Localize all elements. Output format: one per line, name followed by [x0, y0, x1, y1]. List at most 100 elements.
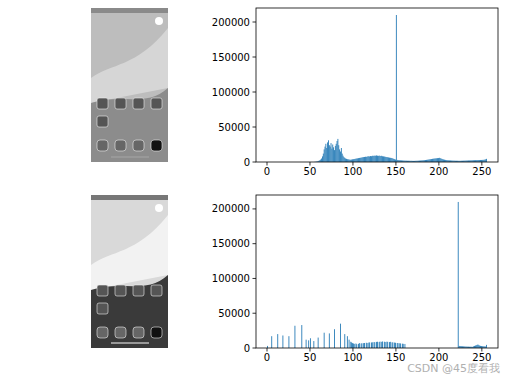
bar: [400, 343, 402, 348]
screen: [91, 8, 168, 162]
y-tick-label: 150000: [212, 52, 250, 63]
x-tick-label: 50: [304, 352, 317, 363]
bar: [271, 336, 273, 348]
status-bar: [91, 8, 168, 13]
bar: [377, 156, 379, 162]
bar: [372, 156, 374, 162]
y-tick: [253, 92, 257, 93]
bar: [345, 159, 347, 163]
bar: [355, 159, 357, 162]
widget: [155, 17, 163, 25]
y-tick-label: 50000: [218, 122, 250, 133]
bar: [387, 342, 389, 348]
bar: [389, 158, 391, 162]
bar: [382, 156, 384, 162]
bar: [383, 157, 385, 162]
bar: [396, 343, 398, 348]
bar: [386, 157, 388, 162]
bar: [337, 139, 339, 162]
y-tick-label: 200000: [212, 203, 250, 214]
bar: [301, 325, 303, 348]
x-tick: [395, 348, 396, 352]
dock-icon: [115, 140, 126, 151]
nav-bar: [111, 156, 149, 158]
bar: [442, 159, 444, 162]
y-tick-label: 100000: [212, 273, 250, 284]
bar: [360, 343, 362, 348]
bar: [362, 157, 364, 162]
app-icon: [151, 98, 162, 109]
page: 0501001502002500500001000001500002000000…: [0, 0, 506, 375]
bar: [358, 344, 360, 348]
app-icon: [115, 285, 126, 296]
y-tick-label: 150000: [212, 238, 250, 249]
bar: [317, 338, 319, 348]
dock-icon: [151, 327, 162, 338]
bar: [358, 158, 360, 162]
bar: [392, 159, 394, 163]
bar: [346, 336, 348, 348]
bar: [352, 159, 354, 162]
x-tick-label: 0: [264, 166, 270, 177]
bar: [374, 342, 376, 348]
app-icon: [151, 285, 162, 296]
widget: [155, 204, 163, 212]
bar: [344, 334, 346, 348]
x-tick: [352, 348, 353, 352]
bar: [437, 158, 439, 162]
bar: [352, 343, 354, 348]
x-tick-label: 100: [343, 166, 362, 177]
bar: [328, 333, 330, 348]
bar: [364, 157, 366, 162]
bar: [356, 159, 358, 163]
bar: [389, 342, 391, 348]
bar: [308, 340, 310, 348]
bar: [388, 157, 390, 162]
bar: [435, 158, 437, 162]
bar: [348, 340, 350, 348]
x-tick: [309, 162, 310, 166]
y-tick-label: 0: [244, 157, 250, 168]
bar: [370, 343, 372, 348]
bar: [282, 335, 284, 348]
bar: [344, 158, 346, 162]
bar: [328, 145, 330, 162]
bar: [475, 345, 477, 348]
bar: [369, 156, 371, 162]
bar: [353, 159, 355, 162]
x-tick: [309, 348, 310, 352]
bar: [384, 342, 386, 348]
bar: [365, 157, 367, 162]
bar: [383, 342, 385, 348]
bar: [374, 156, 376, 162]
bar: [381, 156, 383, 162]
bar: [373, 342, 375, 348]
app-icon: [97, 303, 108, 314]
x-tick-label: 0: [264, 352, 270, 363]
bar: [343, 157, 345, 162]
bar: [376, 342, 378, 348]
y-tick: [253, 127, 257, 128]
bar: [433, 159, 435, 162]
bar: [351, 342, 353, 348]
x-tick: [267, 348, 268, 352]
bar: [393, 159, 395, 162]
x-tick-label: 100: [343, 352, 362, 363]
bar: [356, 344, 358, 348]
bar: [341, 154, 343, 162]
bar: [397, 343, 399, 348]
x-tick: [438, 348, 439, 352]
bar: [340, 148, 342, 162]
bar: [332, 145, 334, 163]
bar: [394, 343, 396, 348]
bar: [288, 336, 290, 348]
x-tick-label: 200: [429, 166, 448, 177]
dock-icon: [115, 327, 126, 338]
bar: [378, 342, 380, 348]
y-tick: [253, 278, 257, 279]
dock-icon: [97, 140, 108, 151]
bar: [358, 343, 360, 348]
y-tick-label: 100000: [212, 87, 250, 98]
bar: [434, 159, 436, 163]
bar: [338, 145, 340, 162]
